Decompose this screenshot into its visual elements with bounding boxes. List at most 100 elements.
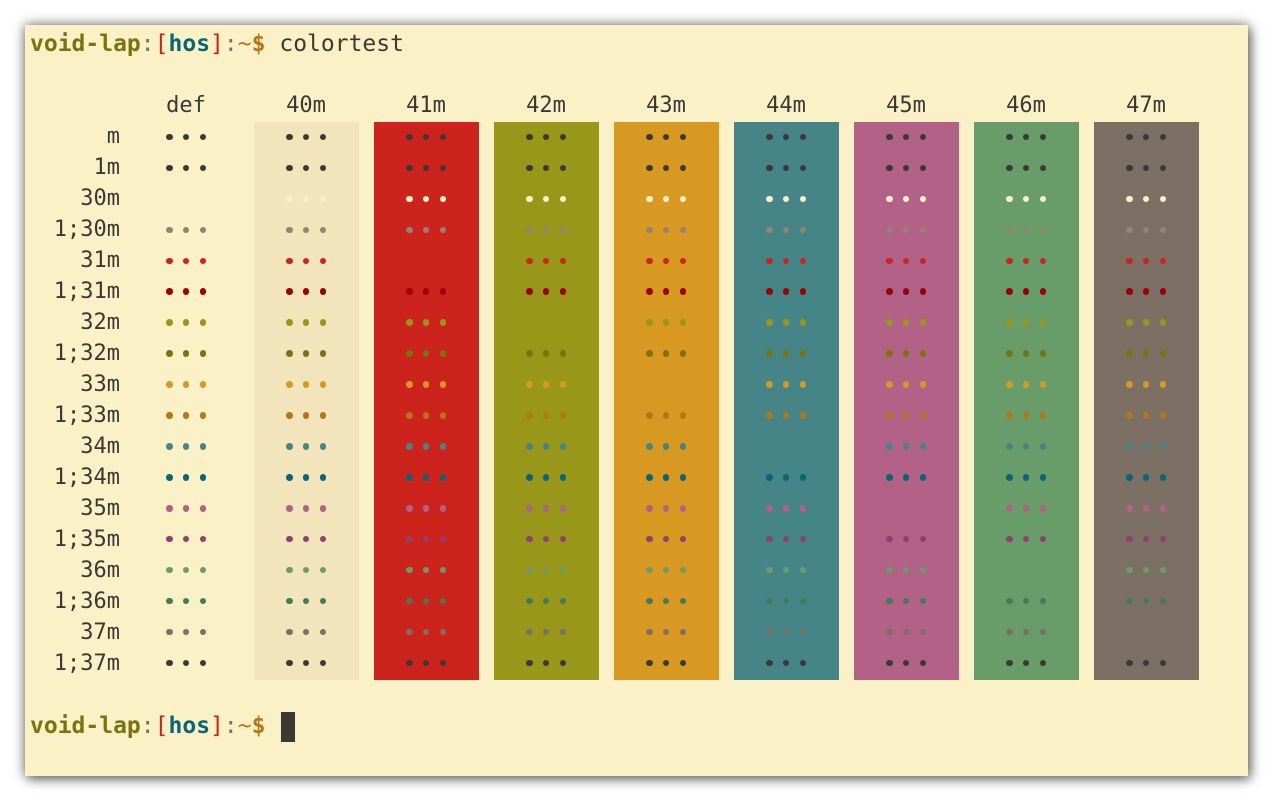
sample-dot (286, 257, 293, 264)
color-sample-dots (406, 659, 446, 667)
sample-dot (1142, 443, 1150, 450)
sample-dot (406, 133, 413, 141)
sample-dot (919, 133, 926, 141)
sample-dot (422, 226, 430, 234)
sample-dot (799, 226, 806, 234)
sample-dot (526, 195, 533, 203)
sample-dot (902, 474, 910, 481)
color-sample-dots (646, 566, 686, 574)
column-header-42m: 42m (526, 93, 566, 118)
color-sample-dots (406, 226, 446, 234)
sample-dot (542, 659, 550, 667)
sample-dot (302, 257, 310, 264)
sample-dot (182, 566, 190, 574)
color-sample-dots (1126, 411, 1166, 419)
sample-dot (1039, 164, 1046, 172)
sample-dot (542, 505, 550, 512)
color-sample-dots (766, 566, 806, 574)
sample-dot (1022, 659, 1030, 667)
color-sample-dots (166, 133, 206, 141)
sample-dot (542, 133, 550, 141)
color-sample-dots (526, 566, 566, 574)
color-sample-dots (166, 195, 206, 203)
color-sample-dots (766, 381, 806, 389)
sample-dot (1126, 195, 1133, 203)
row-label: 1;33m (53, 403, 120, 428)
color-sample-dots (766, 659, 806, 667)
sample-dot (439, 597, 446, 605)
sample-dot (679, 350, 686, 357)
color-sample-dots (766, 597, 806, 605)
color-sample-dots (526, 381, 566, 389)
color-sample-dots (526, 411, 566, 419)
sample-dot (199, 226, 206, 234)
terminal-window[interactable]: void-lap:[hos]:~$ colortest def 40m 41m 42m… (25, 25, 1248, 776)
prompt-colon: : (140, 713, 155, 739)
sample-dot (1022, 566, 1030, 574)
sample-dot (166, 412, 173, 419)
sample-dot (559, 474, 566, 481)
color-sample-dots (646, 288, 686, 296)
sample-dot (302, 474, 310, 481)
sample-dot (1126, 505, 1133, 512)
sample-dot (439, 195, 446, 203)
sample-dot (1126, 164, 1133, 172)
sample-dot (662, 505, 670, 512)
color-sample-dots (526, 226, 566, 234)
sample-dot (286, 659, 293, 667)
sample-dot (919, 474, 926, 481)
sample-dot (1142, 164, 1150, 172)
sample-dot (199, 597, 206, 605)
sample-dot (439, 412, 446, 419)
sample-dot (886, 288, 893, 295)
color-sample-dots (1006, 504, 1046, 512)
color-sample-dots (766, 226, 806, 234)
sample-dot (679, 443, 686, 450)
sample-dot (542, 288, 550, 295)
text-cursor[interactable] (281, 711, 296, 742)
sample-dot (646, 226, 653, 234)
color-sample-dots (886, 257, 926, 265)
row-label: 30m (80, 186, 120, 211)
color-sample-dots (286, 350, 326, 358)
sample-dot (1022, 257, 1030, 264)
bg-column-46m (974, 122, 1079, 680)
sample-dot (559, 412, 566, 419)
sample-dot (662, 474, 670, 481)
sample-dot (199, 195, 206, 203)
sample-dot (199, 133, 206, 141)
bg-column-41m (374, 122, 479, 680)
sample-dot (662, 597, 670, 605)
sample-dot (1039, 195, 1046, 203)
sample-dot (302, 133, 310, 141)
sample-dot (439, 659, 446, 667)
sample-dot (886, 319, 893, 326)
color-sample-dots (526, 659, 566, 667)
sample-dot (1142, 412, 1150, 419)
bg-column-44m (734, 122, 839, 680)
sample-dot (526, 659, 533, 667)
sample-dot (319, 628, 326, 636)
color-sample-dots (1126, 566, 1166, 574)
sample-dot (1159, 226, 1166, 234)
sample-dot (662, 226, 670, 234)
sample-dot (919, 443, 926, 450)
row-label: 1;35m (53, 527, 120, 552)
prompt-path: ~ (237, 713, 252, 739)
sample-dot (919, 597, 926, 605)
active-prompt-line[interactable]: void-lap:[hos]:~$ (30, 709, 296, 743)
sample-dot (646, 597, 653, 605)
sample-dot (542, 195, 550, 203)
sample-dot (766, 226, 773, 234)
color-sample-dots (526, 442, 566, 450)
color-sample-dots (646, 257, 686, 265)
row-label: 35m (80, 496, 120, 521)
color-sample-dots (1006, 535, 1046, 543)
sample-dot (662, 443, 670, 450)
sample-dot (439, 505, 446, 512)
sample-dot (679, 226, 686, 234)
sample-dot (1022, 628, 1030, 636)
color-sample-dots (286, 319, 326, 327)
sample-dot (559, 195, 566, 203)
color-sample-dots (526, 195, 566, 203)
